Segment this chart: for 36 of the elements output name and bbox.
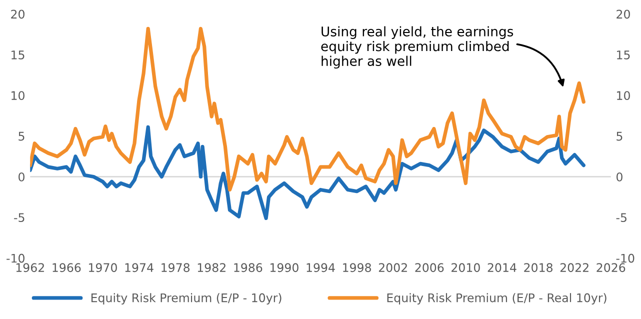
x-tick-label: 1990: [270, 263, 298, 272]
y2-tick-label: 20: [616, 10, 630, 19]
y2-tick-label: -10: [616, 254, 634, 263]
x-tick-label: 1966: [52, 263, 81, 272]
x-tick-label: 2010: [452, 263, 480, 272]
x-tick-label: 1970: [88, 263, 117, 272]
x-tick-label: 1986: [234, 263, 262, 272]
y-tick-label: 20: [11, 10, 24, 19]
x-tick-label: 1994: [306, 263, 335, 272]
x-tick-label: 2026: [596, 263, 626, 272]
y-tick-label: 15: [12, 50, 24, 60]
legend-label: Equity Risk Premium (E/P - Real 10yr): [387, 293, 606, 305]
x-tick-label: 2006: [415, 263, 444, 272]
y-tick-label: -5: [14, 213, 24, 222]
x-tick-label: 1998: [343, 263, 372, 272]
x-tick-label: 1974: [125, 263, 154, 272]
legend-label: Equity Risk Premium (E/P - 10yr): [91, 293, 282, 305]
y2-tick-label: 5: [616, 132, 622, 141]
y2-tick-label: 15: [617, 50, 630, 60]
x-tick-label: 1982: [198, 263, 226, 272]
annotation: Using real yield, the earnings equity risk premium climbed higher as well: [321, 26, 514, 69]
line-series: [30, 125, 586, 220]
x-tick-label: 1978: [162, 263, 190, 272]
line-series: [30, 26, 586, 192]
y2-tick-label: 0: [616, 172, 622, 182]
x-tick-label: 2014: [488, 263, 516, 272]
y-tick-label: 0: [18, 172, 24, 182]
x-tick-label: 2022: [560, 263, 588, 272]
x-tick-label: 2018: [524, 263, 552, 272]
y-tick-label: 5: [18, 132, 24, 141]
y-tick-label: 10: [12, 91, 24, 100]
x-tick-label: 2002: [378, 263, 407, 272]
y-tick-label: -10: [6, 254, 24, 263]
y2-tick-label: 10: [617, 91, 630, 100]
y2-tick-label: -5: [616, 213, 626, 222]
x-tick-label: 1962: [16, 263, 44, 272]
